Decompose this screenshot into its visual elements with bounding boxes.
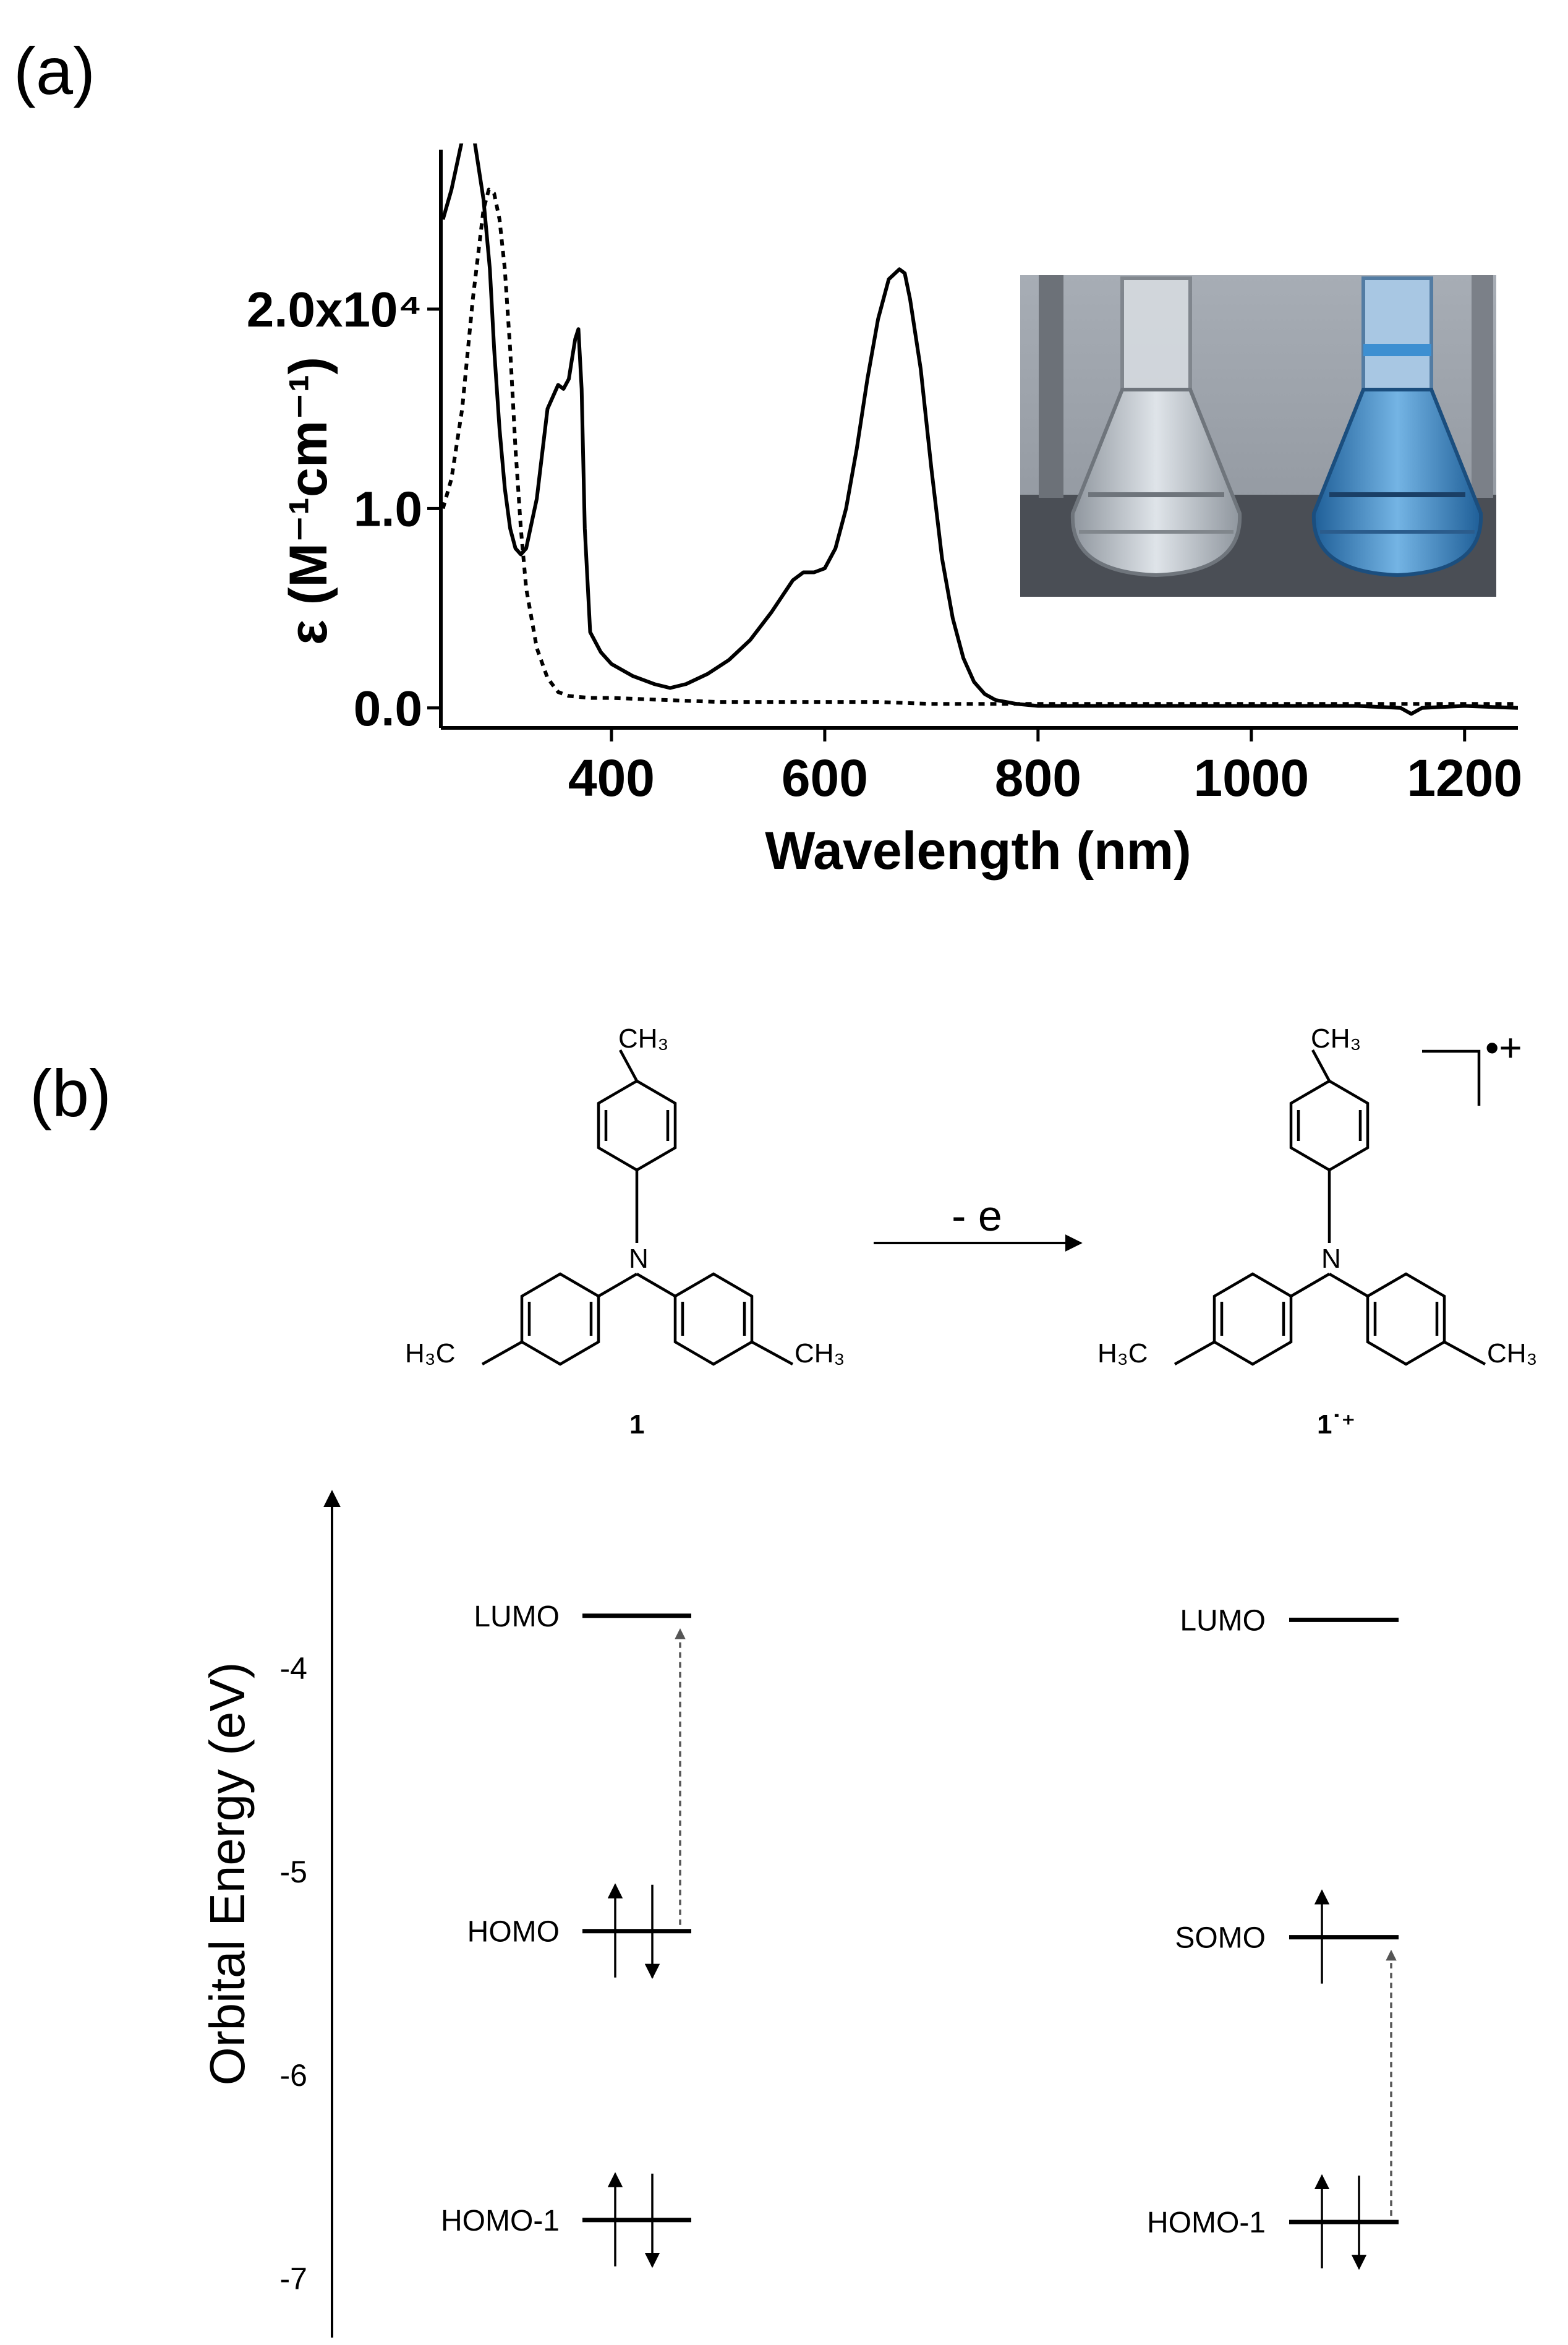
x-axis-title: Wavelength (nm) <box>765 821 1191 881</box>
neutral-level-label: HOMO-1 <box>441 2205 560 2237</box>
y-tick-label: 1.0 <box>354 481 422 536</box>
cation-level-label: HOMO-1 <box>1147 2206 1266 2239</box>
photo-left-post <box>1039 275 1063 498</box>
panel-a-label: (a) <box>14 33 95 108</box>
series-layer <box>441 143 1518 716</box>
molecule-1 <box>481 1049 794 1366</box>
absorption-chart: 400 600 800 1000 1200 0.0 1.0 2.0x10⁴ Waveleng… <box>247 143 1522 881</box>
cation-level-label: LUMO <box>1180 1604 1266 1637</box>
y-axis-title: ε (M⁻¹cm⁻¹) <box>279 357 338 645</box>
cation-level-label: SOMO <box>1175 1922 1266 1955</box>
mol2-ch3-top: CH₃ <box>1311 1023 1361 1054</box>
right-flask <box>1311 276 1483 578</box>
mol2-label: 1˙⁺ <box>1317 1409 1355 1440</box>
molecule-2 <box>1174 1049 1486 1366</box>
mol1-ch3-right: CH₃ <box>795 1338 845 1369</box>
mol1-n: N <box>629 1244 649 1274</box>
photo-right-post <box>1472 275 1493 498</box>
neutral-level-label: LUMO <box>474 1600 560 1633</box>
dashed-series-line <box>441 187 1518 706</box>
mol2-n: N <box>1321 1244 1341 1274</box>
energy-tick-label: -5 <box>280 1855 307 1889</box>
mol1-label: 1 <box>629 1409 644 1440</box>
x-tick-label: 600 <box>782 749 868 807</box>
mol1-ch3-top: CH₃ <box>618 1023 668 1054</box>
energy-tick-label: -7 <box>280 2262 307 2296</box>
energy-tick-label: -6 <box>280 2058 307 2093</box>
y-ticks: 0.0 1.0 2.0x10⁴ <box>247 282 441 736</box>
solid-series-line <box>441 143 1518 716</box>
mol2-charge: •+ <box>1485 1025 1522 1070</box>
y-tick-label: 0.0 <box>354 681 422 736</box>
mol1-h3c-left: H₃C <box>405 1338 455 1369</box>
mol2-h3c-left: H₃C <box>1097 1338 1148 1369</box>
left-flask <box>1070 276 1242 578</box>
energy-ticks: -4 -5 -6 -7 <box>280 1651 307 2296</box>
panel-b-label: (b) <box>30 1056 111 1130</box>
energy-axis-title: Orbital Energy (eV) <box>200 1662 255 2086</box>
energy-diagram: -4 -5 -6 -7 Orbital Energy (eV) LUMO HOMO HOM… <box>200 1490 1399 2338</box>
x-tick-label: 800 <box>995 749 1081 807</box>
neutral-level-label: HOMO <box>467 1916 560 1949</box>
x-tick-label: 1000 <box>1193 749 1309 807</box>
reaction-arrow-label: - e <box>952 1192 1002 1240</box>
y-tick-label: 2.0x10⁴ <box>247 282 422 337</box>
x-ticks: 400 600 800 1000 1200 <box>568 728 1522 807</box>
mol2-ch3-right: CH₃ <box>1487 1338 1537 1369</box>
energy-tick-label: -4 <box>280 1651 307 1686</box>
flask-photo <box>1020 275 1496 597</box>
x-tick-label: 1200 <box>1407 749 1522 807</box>
x-tick-label: 400 <box>568 749 655 807</box>
levels-layer: LUMO HOMO HOMO-1 LUMO SOMO HOMO-1 <box>441 1600 1399 2270</box>
